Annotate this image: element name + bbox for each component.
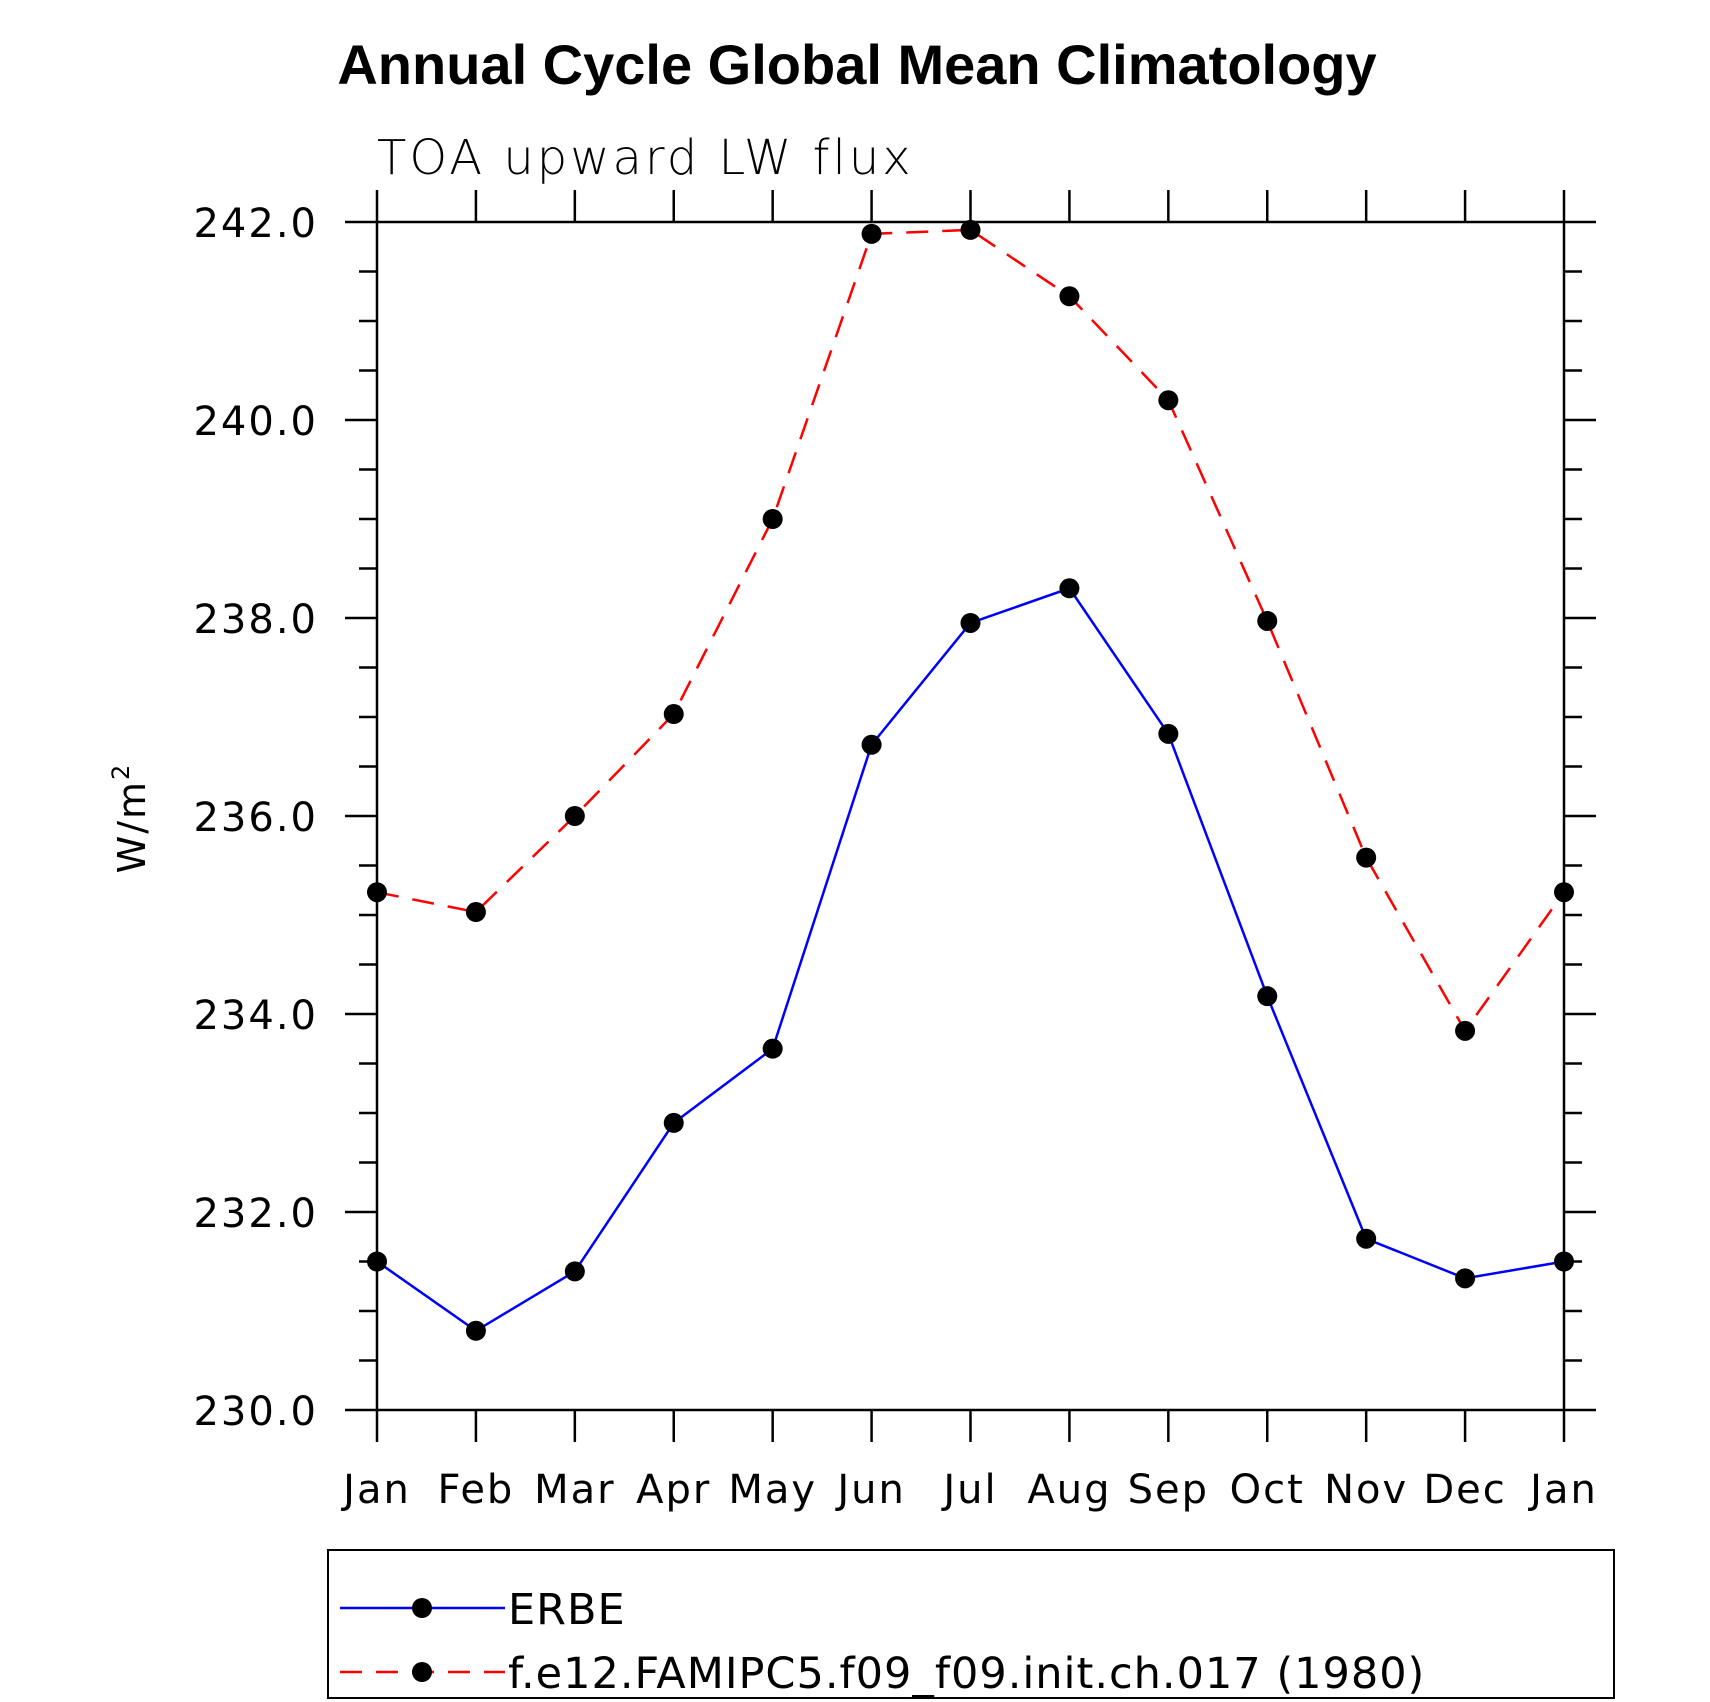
series-2-point <box>367 882 387 903</box>
series-1-point <box>564 1261 585 1282</box>
x-tick-label: Aug <box>1027 1467 1111 1513</box>
chart-subtitle: TOA upward LW flux <box>377 130 914 186</box>
plot-frame <box>375 220 1566 1412</box>
y-tick-label: 238.0 <box>193 597 318 643</box>
legend: ERBE f.e12.FAMIPC5.f09_f09.init.ch.017 (1… <box>340 1585 1425 1699</box>
x-tick-label: Mar <box>534 1467 615 1513</box>
y-tick-label: 236.0 <box>193 795 318 841</box>
legend-label-1: ERBE <box>508 1585 626 1635</box>
series-1-point <box>663 1112 684 1133</box>
series-2-point <box>960 219 981 240</box>
y-tick-label: 234.0 <box>193 993 318 1039</box>
series-1-point <box>960 612 981 633</box>
legend-label-2: f.e12.FAMIPC5.f09_f09.init.ch.017 (1980) <box>508 1649 1425 1699</box>
x-tick-label: May <box>728 1467 817 1513</box>
y-axis-label-text: W/m <box>110 780 154 873</box>
series-2-point <box>663 704 684 725</box>
series-1-point <box>1455 1268 1476 1289</box>
legend-marker-2 <box>412 1662 432 1682</box>
y-axis-label: W/m2 <box>107 763 154 874</box>
series-1-point <box>762 1038 783 1059</box>
series-1-point <box>367 1251 387 1272</box>
x-tick-label: Nov <box>1324 1467 1408 1513</box>
series-1-point <box>1158 723 1179 744</box>
series-2-point <box>1158 390 1179 411</box>
x-tick-label: Jun <box>834 1467 906 1513</box>
x-tick-label: Feb <box>438 1467 515 1513</box>
y-axis-label-superscript: 2 <box>107 763 135 780</box>
series-2-point <box>1455 1020 1476 1041</box>
x-tick-label: Apr <box>636 1467 711 1513</box>
series-1-point <box>1554 1251 1574 1272</box>
legend-marker-1 <box>412 1598 432 1618</box>
legend-box <box>327 1549 1615 1699</box>
y-tick-label: 240.0 <box>193 399 318 445</box>
series-2-point <box>1356 847 1377 868</box>
series-line-1 <box>376 586 1565 1333</box>
x-tick-label: Sep <box>1128 1467 1209 1513</box>
series-2-point <box>861 223 882 244</box>
series-2-point <box>564 806 585 826</box>
series-1-point <box>1356 1228 1377 1249</box>
x-tick-label: Dec <box>1423 1467 1506 1513</box>
series-2-point <box>762 509 783 529</box>
y-tick-label: 232.0 <box>193 1191 318 1237</box>
series-2-point <box>1059 286 1080 307</box>
plot-area: Jan Feb Mar Apr May Jun Jul Aug Sep Oct Nov Dec Jan 2… <box>193 190 1598 1513</box>
series-1-point <box>861 734 882 755</box>
chart-title: Annual Cycle Global Mean Climatology <box>337 33 1376 96</box>
x-tick-label: Jan <box>1527 1467 1598 1513</box>
series-2-point <box>465 902 486 923</box>
y-tick-label: 230.0 <box>193 1389 318 1435</box>
series-1-point <box>1059 578 1080 599</box>
series-2-point <box>1554 882 1574 903</box>
y-tick-label: 242.0 <box>193 201 318 247</box>
series-1-point <box>1257 986 1278 1007</box>
x-tick-label: Oct <box>1230 1467 1305 1513</box>
x-tick-label: Jan <box>340 1467 411 1513</box>
x-tick-label: Jul <box>940 1467 997 1513</box>
series-1-point <box>465 1320 486 1341</box>
series-2-point <box>1257 610 1278 631</box>
